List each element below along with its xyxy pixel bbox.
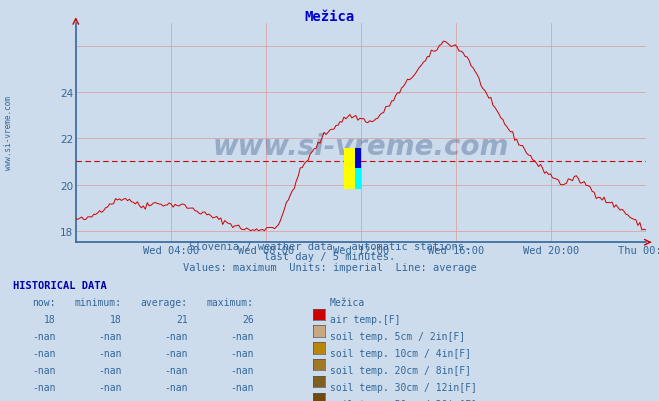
- Text: air temp.[F]: air temp.[F]: [330, 314, 400, 324]
- Text: -nan: -nan: [230, 365, 254, 375]
- Text: Mežica: Mežica: [330, 298, 364, 308]
- Bar: [355, 169, 361, 190]
- Bar: [344, 148, 355, 190]
- Text: Values: maximum  Units: imperial  Line: average: Values: maximum Units: imperial Line: av…: [183, 262, 476, 272]
- Text: -nan: -nan: [164, 365, 188, 375]
- Text: last day / 5 minutes.: last day / 5 minutes.: [264, 252, 395, 262]
- Text: Mežica: Mežica: [304, 10, 355, 24]
- Text: www.si-vreme.com: www.si-vreme.com: [4, 95, 13, 169]
- Text: -nan: -nan: [32, 365, 56, 375]
- Text: 18: 18: [44, 314, 56, 324]
- Text: -nan: -nan: [164, 331, 188, 341]
- Text: -nan: -nan: [230, 399, 254, 401]
- Text: www.si-vreme.com: www.si-vreme.com: [213, 132, 509, 160]
- Text: now:: now:: [32, 298, 56, 308]
- Text: -nan: -nan: [230, 382, 254, 392]
- Text: -nan: -nan: [164, 348, 188, 358]
- Text: minimum:: minimum:: [75, 298, 122, 308]
- Text: Slovenia / weather data - automatic stations.: Slovenia / weather data - automatic stat…: [189, 241, 470, 251]
- Text: average:: average:: [141, 298, 188, 308]
- Text: soil temp. 20cm / 8in[F]: soil temp. 20cm / 8in[F]: [330, 365, 471, 375]
- Text: -nan: -nan: [98, 399, 122, 401]
- Text: -nan: -nan: [98, 331, 122, 341]
- Text: -nan: -nan: [164, 382, 188, 392]
- Bar: [355, 148, 361, 169]
- Text: -nan: -nan: [32, 331, 56, 341]
- Text: -nan: -nan: [32, 348, 56, 358]
- Text: -nan: -nan: [98, 382, 122, 392]
- Text: maximum:: maximum:: [207, 298, 254, 308]
- Text: -nan: -nan: [32, 382, 56, 392]
- Text: -nan: -nan: [230, 331, 254, 341]
- Text: -nan: -nan: [32, 399, 56, 401]
- Text: -nan: -nan: [164, 399, 188, 401]
- Text: soil temp. 50cm / 20in[F]: soil temp. 50cm / 20in[F]: [330, 399, 476, 401]
- Text: HISTORICAL DATA: HISTORICAL DATA: [13, 281, 107, 291]
- Text: soil temp. 10cm / 4in[F]: soil temp. 10cm / 4in[F]: [330, 348, 471, 358]
- Text: -nan: -nan: [230, 348, 254, 358]
- Text: soil temp. 30cm / 12in[F]: soil temp. 30cm / 12in[F]: [330, 382, 476, 392]
- Text: 18: 18: [110, 314, 122, 324]
- Text: -nan: -nan: [98, 348, 122, 358]
- Text: -nan: -nan: [98, 365, 122, 375]
- Text: soil temp. 5cm / 2in[F]: soil temp. 5cm / 2in[F]: [330, 331, 465, 341]
- Text: 26: 26: [242, 314, 254, 324]
- Text: 21: 21: [176, 314, 188, 324]
